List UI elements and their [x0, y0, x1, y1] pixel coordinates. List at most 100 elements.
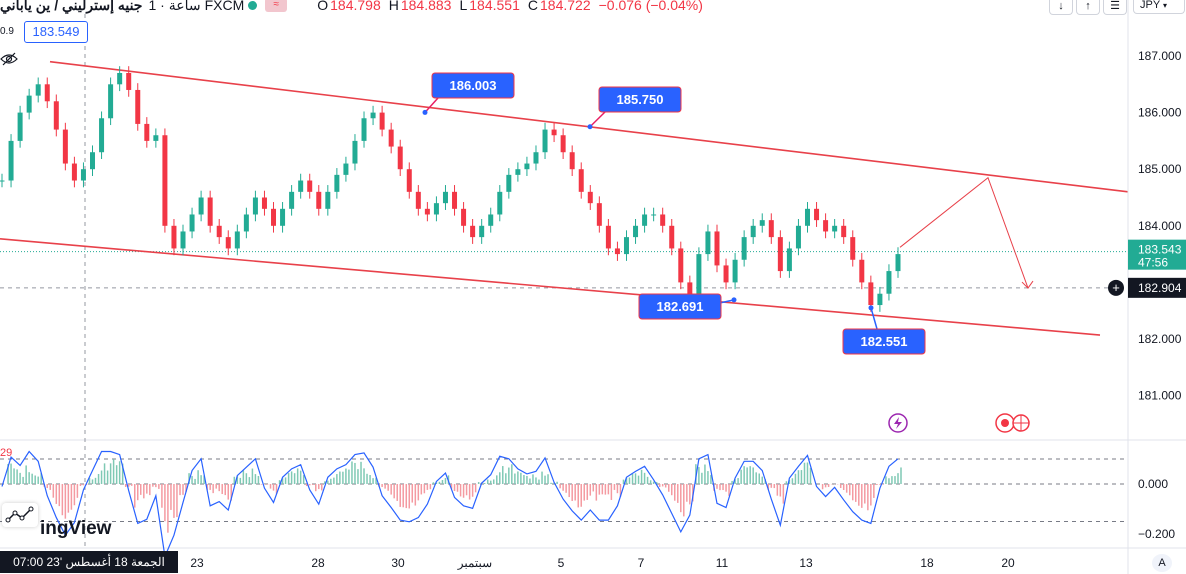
- x-tick-label: 5: [558, 556, 565, 570]
- oscillator-pane: 29: [0, 447, 1128, 559]
- candle-body: [388, 129, 394, 147]
- waves-icon[interactable]: ≈: [265, 0, 288, 12]
- y-tick-label: 181.000: [1138, 389, 1182, 403]
- candle-body: [180, 231, 186, 249]
- candle-body: [488, 214, 494, 226]
- close-value: 184.722: [540, 0, 591, 13]
- candle-body: [714, 231, 720, 266]
- candle-body: [162, 135, 168, 226]
- candle-body: [687, 282, 693, 294]
- candle-body: [877, 293, 883, 306]
- annotation-leader: [424, 97, 439, 113]
- price-level-box[interactable]: 183.549: [24, 21, 88, 43]
- timeframe[interactable]: 1 · ساعة: [148, 0, 201, 13]
- candle-body: [705, 231, 711, 255]
- close-label: C: [527, 0, 538, 13]
- lightning-icon[interactable]: [887, 412, 909, 434]
- change-value: −0.076 (−0.04%): [598, 0, 703, 13]
- candle-body: [886, 271, 892, 294]
- candle-body: [804, 208, 810, 226]
- add-alert-icon: [1108, 279, 1124, 296]
- candle-body: [605, 225, 611, 249]
- x-tick-label: سبتمبر: [457, 556, 492, 570]
- candle-body: [596, 203, 602, 226]
- crosshair-price-value: 182.904: [1138, 281, 1182, 295]
- bar-countdown: 47:56: [1138, 256, 1168, 270]
- annotation-anchor: [731, 297, 737, 303]
- annotation-label: 186.003: [450, 78, 497, 93]
- candle-body: [225, 237, 231, 249]
- current-price-value: 183.543: [1138, 243, 1182, 257]
- candle-body: [832, 225, 838, 232]
- record-icon[interactable]: [994, 412, 1016, 434]
- auto-scale-button[interactable]: A: [1152, 554, 1172, 572]
- candle-body: [397, 146, 403, 170]
- scroll-up-button[interactable]: ↑: [1076, 0, 1100, 15]
- market-status-icon: [248, 0, 258, 10]
- candle-body: [642, 214, 648, 226]
- candle-body: [850, 237, 856, 260]
- candle-body: [424, 208, 430, 215]
- candle-body: [108, 84, 114, 119]
- candle-body: [515, 169, 521, 175]
- candle-body: [261, 197, 267, 209]
- trend-tool-button[interactable]: [2, 503, 38, 527]
- x-tick-label: 30: [391, 556, 405, 570]
- candle-body: [298, 180, 304, 192]
- candle-body: [198, 197, 204, 215]
- osc-y-tick-label: 0.000: [1138, 477, 1168, 491]
- currency-select[interactable]: JPY ▾: [1133, 0, 1185, 14]
- candle-body: [868, 282, 874, 306]
- y-tick-label: 185.000: [1138, 162, 1182, 176]
- candle-body: [252, 197, 258, 215]
- candle-body: [144, 123, 150, 141]
- candle-body: [307, 180, 313, 192]
- candle-body: [433, 203, 439, 215]
- candle-body: [795, 225, 801, 249]
- watermark-logo-text: ingView: [40, 518, 112, 539]
- annotation-box: [598, 86, 682, 113]
- candle-body: [777, 237, 783, 272]
- candle-body: [542, 129, 548, 153]
- candle-body: [316, 191, 322, 209]
- add-alert-plus: +: [1112, 280, 1120, 295]
- data-source: FXCM: [204, 0, 245, 13]
- candle-body: [560, 135, 566, 153]
- candle-body: [823, 220, 829, 232]
- candle-body: [533, 152, 539, 164]
- candle-body: [117, 72, 123, 85]
- candle-body: [289, 191, 295, 209]
- menu-button[interactable]: ☰: [1103, 0, 1127, 15]
- candle-body: [442, 191, 448, 204]
- hide-eye-icon[interactable]: [0, 52, 18, 66]
- candle-body: [126, 72, 132, 90]
- price-axis: 187.000186.000185.000184.000183.000182.0…: [1108, 0, 1186, 574]
- globe-icon[interactable]: [1010, 412, 1032, 434]
- candle-body: [243, 214, 249, 232]
- scroll-down-button[interactable]: ↓: [1049, 0, 1073, 15]
- candle-body: [343, 163, 349, 175]
- candle-body: [26, 95, 32, 113]
- candle-body: [623, 237, 629, 255]
- candle-body: [750, 225, 756, 238]
- annotation-box: [431, 72, 515, 99]
- x-tick-label: 11: [716, 556, 729, 570]
- annotation-leader: [870, 307, 878, 330]
- time-axis: 23 28 30 سبتمبر 5 7 11 13 18 20: [190, 556, 1015, 570]
- candle-body: [99, 118, 105, 153]
- y-tick-label: 182.000: [1138, 332, 1182, 346]
- candle-body: [325, 191, 331, 209]
- candle-body: [452, 191, 458, 209]
- candles: [0, 66, 901, 312]
- symbol-name[interactable]: جنيه إسترليني / ين ياباني: [0, 0, 143, 13]
- candle-body: [678, 248, 684, 283]
- annotation-anchor: [868, 305, 874, 311]
- grid: [0, 14, 1186, 549]
- y-tick-label: 184.000: [1138, 219, 1182, 233]
- price-annotations: 186.003 185.750 182.691 182.551: [422, 72, 926, 355]
- low-label: L: [459, 0, 468, 13]
- candle-body: [524, 163, 530, 170]
- high-label: H: [388, 0, 399, 13]
- candle-body: [415, 191, 421, 209]
